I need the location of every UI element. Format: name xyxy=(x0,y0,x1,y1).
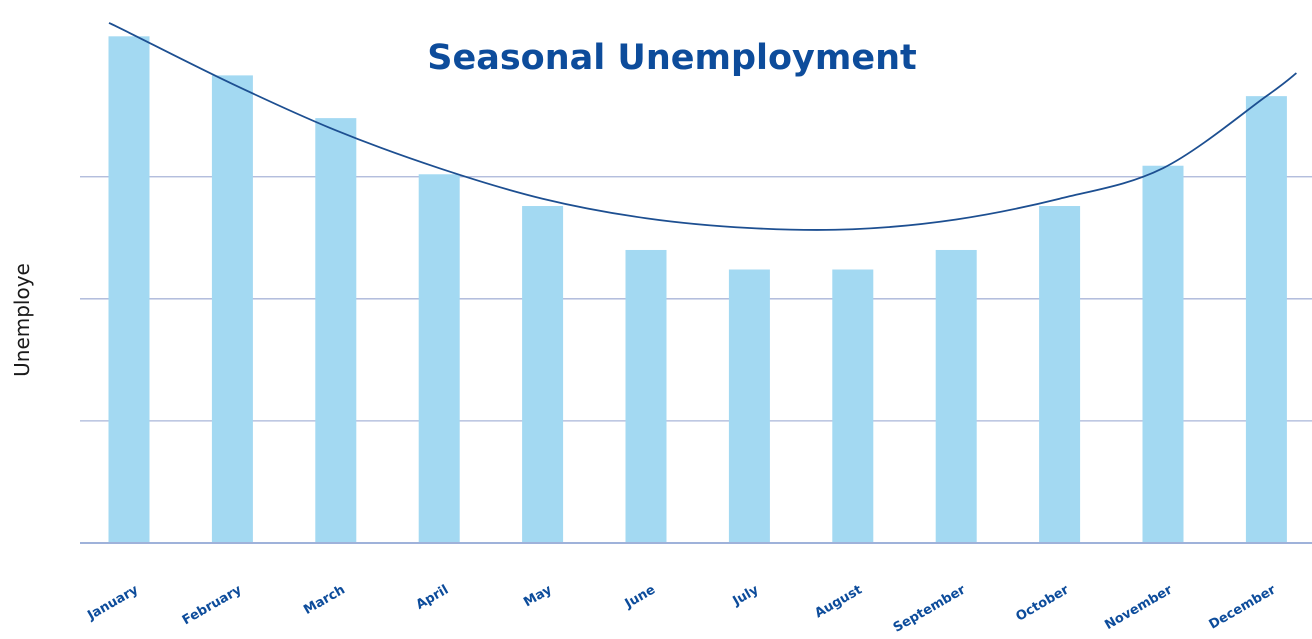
bar-august xyxy=(832,269,874,543)
x-tick-label: December xyxy=(1207,582,1279,632)
x-tick-label: August xyxy=(812,582,864,621)
trend-curve xyxy=(108,22,1297,231)
x-tick-label: April xyxy=(414,582,452,612)
bar-april xyxy=(418,174,460,544)
x-tick-label: January xyxy=(84,582,141,624)
x-tick-label: March xyxy=(301,582,348,618)
x-tick-label: June xyxy=(622,582,658,612)
bar-march xyxy=(315,118,357,544)
bar-october xyxy=(1039,206,1081,543)
bar-february xyxy=(211,75,253,543)
bar-july xyxy=(728,269,770,543)
x-tick-label: October xyxy=(1013,582,1072,625)
x-tick-label: November xyxy=(1102,582,1175,633)
bar-may xyxy=(522,206,564,543)
x-tick-label: May xyxy=(521,582,555,610)
x-tick-label: February xyxy=(180,582,245,628)
chart-title: Seasonal Unemployment xyxy=(427,38,917,78)
bar-june xyxy=(625,249,667,543)
bar-november xyxy=(1142,165,1184,544)
bar-december xyxy=(1245,96,1287,544)
x-tick-label: September xyxy=(891,582,969,636)
bar-september xyxy=(935,249,977,543)
x-tick-label: July xyxy=(730,582,762,609)
bar-january xyxy=(108,36,150,543)
